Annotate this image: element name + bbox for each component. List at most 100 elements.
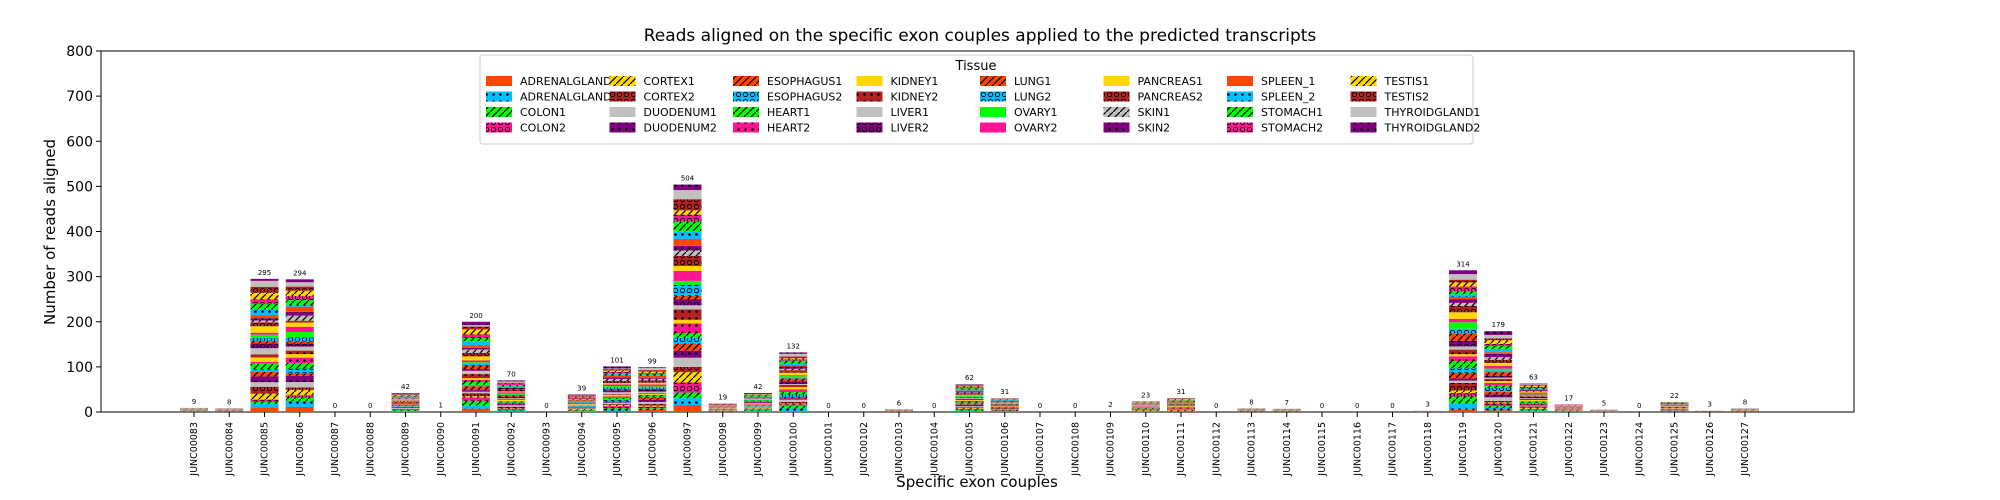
bar-total-label: 9 xyxy=(192,398,196,406)
bar-segment xyxy=(1449,346,1477,350)
bar-segment xyxy=(462,363,490,366)
bar-segment xyxy=(462,321,490,326)
bar-segment xyxy=(673,245,702,251)
bar-total-label: 39 xyxy=(577,384,586,392)
bar-segment xyxy=(955,390,984,392)
bar-segment xyxy=(497,392,526,394)
bar-segment xyxy=(1484,381,1513,383)
bar-segment xyxy=(1449,409,1477,412)
bar-segment xyxy=(744,402,772,404)
bar-segment xyxy=(462,352,490,357)
x-tick-label: JUNC00122 xyxy=(1564,422,1575,477)
bar-segment xyxy=(1449,368,1477,373)
bar-total-label: 8 xyxy=(1249,398,1253,406)
bar-segment xyxy=(603,369,631,371)
x-tick-label: JUNC00085 xyxy=(260,422,271,477)
bar-segment xyxy=(1167,406,1195,407)
bar-stack: 9 xyxy=(180,398,208,412)
bar-segment xyxy=(285,389,314,396)
legend-swatch xyxy=(1227,76,1253,86)
bar-segment xyxy=(285,406,314,412)
bar-segment xyxy=(744,396,772,398)
bar-total-label: 101 xyxy=(610,356,623,364)
bar-segment xyxy=(779,384,808,388)
y-tick-label: 500 xyxy=(66,179,93,195)
bar-segment xyxy=(285,282,314,287)
bar-segment xyxy=(638,395,667,397)
bar-segment xyxy=(497,401,526,403)
bar-segment xyxy=(744,411,772,412)
x-tick-label: JUNC00090 xyxy=(436,422,447,477)
legend-item: ESOPHAGUS2 xyxy=(733,91,842,104)
bar-segment xyxy=(1519,406,1548,408)
bar-stack: 42 xyxy=(744,383,772,412)
bar-total-label: 42 xyxy=(401,383,410,391)
bar-segment xyxy=(1449,372,1477,379)
bar-total-label: 0 xyxy=(826,402,830,410)
bar-segment xyxy=(567,407,596,408)
bar-segment xyxy=(744,405,772,407)
bar-segment xyxy=(955,384,984,386)
bar-segment xyxy=(1660,404,1689,406)
bar-segment xyxy=(603,408,631,409)
bar-segment xyxy=(1519,398,1548,399)
bar-segment xyxy=(391,393,420,394)
bar-segment xyxy=(462,386,490,391)
legend-label: COLON2 xyxy=(520,122,566,135)
bar-segment xyxy=(744,399,772,401)
bar-segment xyxy=(391,411,420,412)
bar-segment xyxy=(250,292,279,300)
bar-segment xyxy=(285,397,314,401)
bar-segment xyxy=(1519,392,1548,394)
bar-segment xyxy=(744,395,772,396)
bar-segment xyxy=(250,403,279,408)
bar-segment xyxy=(603,392,631,394)
bar-segment xyxy=(567,396,596,398)
bar-segment xyxy=(250,376,279,383)
bar-segment xyxy=(391,395,420,396)
bar-segment xyxy=(1519,403,1548,404)
bar-segment xyxy=(1484,372,1513,376)
bar-segment xyxy=(391,408,420,409)
bar-total-label: 0 xyxy=(368,402,372,410)
bar-segment xyxy=(1484,340,1513,344)
bar-segment xyxy=(391,403,420,405)
bar-segment xyxy=(1484,362,1513,366)
bar-segment xyxy=(638,406,667,409)
bar-segment xyxy=(250,407,279,412)
bar-segment xyxy=(779,353,808,357)
bar-segment xyxy=(1167,403,1195,405)
legend-item: DUODENUM1 xyxy=(609,106,717,119)
bar-segment xyxy=(567,407,596,409)
bar-total-label: 0 xyxy=(1038,402,1042,410)
bar-segment xyxy=(638,404,667,406)
legend-label: HEART2 xyxy=(767,122,810,135)
bar-segment xyxy=(638,388,667,390)
bar-total-label: 99 xyxy=(648,357,657,365)
bar-segment xyxy=(673,184,702,191)
bar-segment xyxy=(497,387,526,390)
bar-segment xyxy=(955,397,984,399)
bar-total-label: 132 xyxy=(787,342,800,350)
bar-segment xyxy=(603,377,631,379)
bar-segment xyxy=(1449,403,1477,410)
bar-segment xyxy=(779,411,808,412)
bar-segment xyxy=(744,409,772,411)
x-tick-label: JUNC00089 xyxy=(401,422,412,477)
legend-item: ADRENALGLAND2 xyxy=(486,91,619,104)
bar-segment xyxy=(250,371,279,377)
bar-segment xyxy=(955,398,984,399)
x-tick-label: JUNC00092 xyxy=(506,422,517,477)
bar-segment xyxy=(497,406,526,409)
bar-segment xyxy=(638,389,667,392)
bar-segment xyxy=(673,199,702,211)
bar-segment xyxy=(1449,291,1477,295)
bar-segment xyxy=(462,325,490,327)
x-tick-label: JUNC00091 xyxy=(471,422,482,477)
bar-segment xyxy=(462,400,490,406)
bar-segment xyxy=(603,406,631,409)
bar-segment xyxy=(497,403,526,405)
bar-stack: 5 xyxy=(1590,400,1618,412)
bar-segment xyxy=(250,318,279,321)
x-tick-label: JUNC00098 xyxy=(718,422,729,477)
